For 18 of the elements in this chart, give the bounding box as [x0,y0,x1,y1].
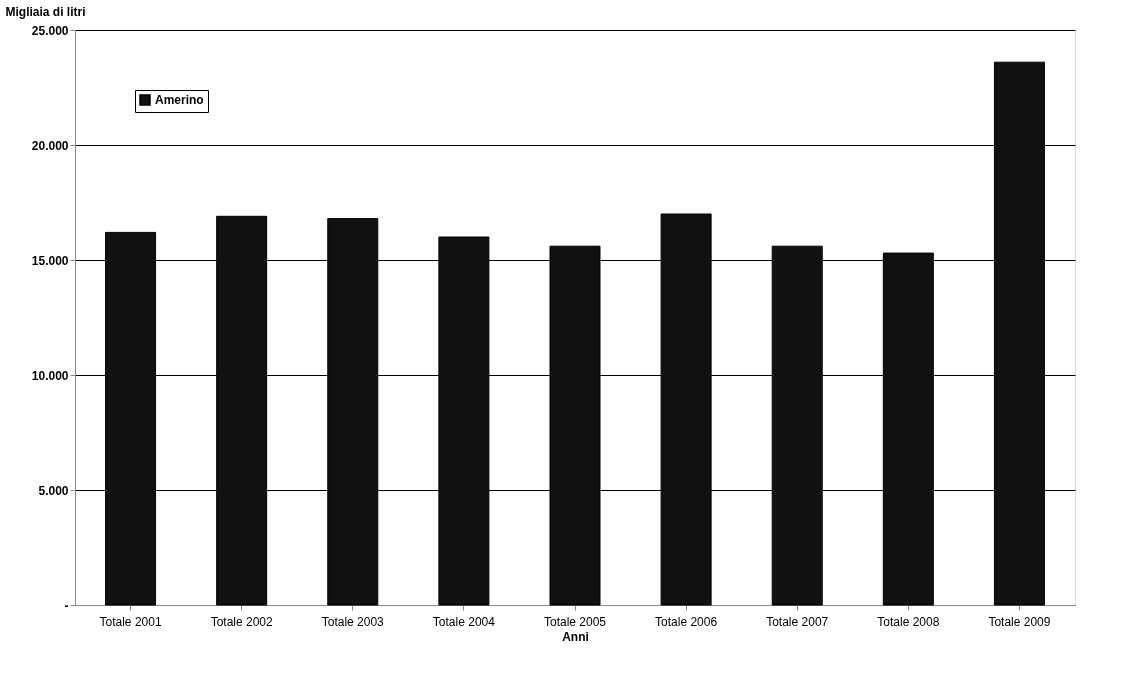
x-tick-label: Totale 2003 [321,614,385,629]
x-tick-label: Totale 2007 [766,614,829,629]
y-tick-label: 15.000 [31,253,69,268]
x-tick-label: Totale 2008 [877,614,940,629]
y-tick-label: 20.000 [31,138,69,153]
y-axis-title: Migliaia di litri [5,4,86,19]
x-tick-label: Totale 2005 [543,614,607,629]
y-tick-label: 10.000 [31,368,69,383]
legend-label: Amerino [155,93,204,107]
y-tick-label: - [64,598,69,613]
x-tick-label: Totale 2009 [988,614,1051,629]
x-tick-label: Totale 2004 [432,614,496,629]
x-tick-label: Totale 2006 [655,614,718,629]
x-tick-label: Totale 2001 [99,614,162,629]
x-tick-label: Totale 2002 [210,614,274,629]
x-axis-title: Anni [562,629,589,644]
y-tick-label: 5.000 [38,483,69,498]
y-tick-label: 25.000 [31,23,69,38]
